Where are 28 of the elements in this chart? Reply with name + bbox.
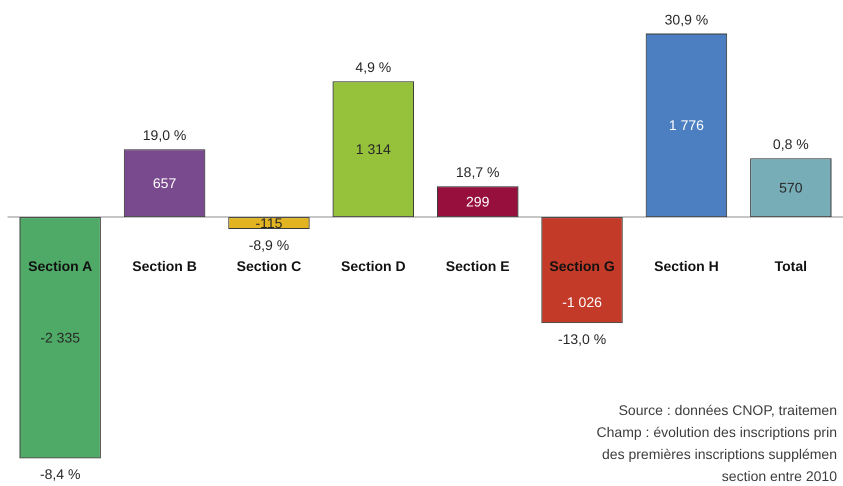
annotation: des premières inscriptions supplémen xyxy=(602,446,837,462)
x-tick-label: Section A xyxy=(28,258,92,274)
data-label: 570 xyxy=(779,180,803,196)
x-tick-label: Section B xyxy=(132,258,197,274)
annotation: 18,7 % xyxy=(456,164,500,180)
data-label: 299 xyxy=(466,194,490,210)
data-label: 1 314 xyxy=(356,141,392,158)
annotation: Source : données CNOP, traitemen xyxy=(618,402,837,418)
annotation: -13,0 % xyxy=(558,330,606,347)
data-label: 1 776 xyxy=(668,117,704,134)
annotation: -8,4 % xyxy=(40,466,80,482)
data-label: -115 xyxy=(255,214,283,231)
x-tick-label: Section D xyxy=(341,258,406,274)
data-label: -1 026 xyxy=(562,294,602,310)
x-tick-label: Total xyxy=(774,258,808,274)
data-label: -2 335 xyxy=(40,330,80,346)
x-tick-label: Section H xyxy=(654,258,719,274)
annotation: 0,8 % xyxy=(772,136,809,152)
x-tick-label: Section E xyxy=(446,258,510,274)
text: section entre 2010 xyxy=(722,468,838,484)
x-tick-label: Section C xyxy=(236,258,302,274)
annotation: 4,9 % xyxy=(355,59,392,76)
annotation: 19,0 % xyxy=(142,127,186,144)
data-label: 657 xyxy=(152,175,176,192)
annotation: -8,9 % xyxy=(248,236,290,253)
annotation: Champ : évolution des inscriptions prin xyxy=(596,424,837,440)
annotation: 30,9 % xyxy=(664,11,708,28)
x-tick-label: Section G xyxy=(549,258,615,274)
